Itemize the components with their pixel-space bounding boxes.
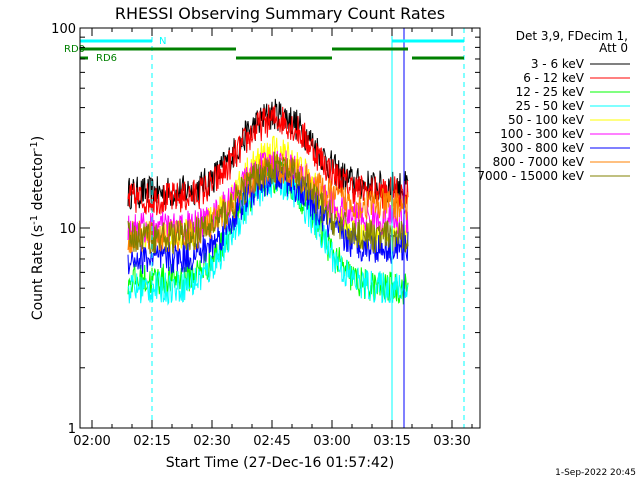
y-axis-label-sup1: -1 <box>29 215 40 225</box>
x-tick-label-6: 03:15 <box>373 434 410 449</box>
bar-label-n: N <box>159 36 166 47</box>
x-tick-label-7: 03:30 <box>433 434 470 449</box>
plot-area <box>79 28 465 428</box>
legend-label-3: 12 - 25 keV <box>516 85 585 99</box>
chart-title: RHESSI Observing Summary Count Rates <box>115 4 445 23</box>
y-axis-label-sup2: -1 <box>29 141 40 151</box>
attenuator-bars: N RD0 RD6 <box>64 36 464 64</box>
x-tick-label-2: 02:15 <box>133 434 170 449</box>
y-axis-label-main: Count Rate (s <box>30 225 46 320</box>
x-tick-label-1: 02:00 <box>73 434 110 449</box>
legend-title-line-2: Att 0 <box>599 41 628 55</box>
legend-label-8: 800 - 7000 keV <box>493 155 585 169</box>
legend-label-5: 50 - 100 keV <box>508 113 585 127</box>
legend-label-1: 3 - 6 keV <box>531 57 585 71</box>
y-axis-label: Count Rate (s-1 detector-1) <box>29 136 46 320</box>
x-tick-label-5: 03:00 <box>313 434 350 449</box>
x-axis-label: Start Time (27-Dec-16 01:57:42) <box>166 455 394 471</box>
y-tick-label-2: 10 <box>59 222 76 237</box>
legend-title-line-1: Det 3,9, FDecim 1, <box>516 29 628 43</box>
legend-label-4: 25 - 50 keV <box>516 99 585 113</box>
series-line-7 <box>127 160 409 275</box>
axes: 02:00 02:15 02:30 02:45 03:00 03:15 03:30 1 10 10… <box>51 22 481 449</box>
bar-label-rd6: RD6 <box>96 53 117 64</box>
y-tick-label-1: 1 <box>68 422 76 437</box>
y-axis-label-mid: detector <box>30 151 46 215</box>
series-line-9 <box>127 151 409 255</box>
x-tick-label-4: 02:45 <box>253 434 290 449</box>
legend-label-2: 6 - 12 keV <box>523 71 585 85</box>
legend-label-6: 100 - 300 keV <box>500 127 584 141</box>
y-axis-label-end: ) <box>30 136 46 141</box>
legend-label-7: 300 - 800 keV <box>500 141 584 155</box>
y-tick-label-3: 100 <box>51 22 76 37</box>
generation-timestamp: 1-Sep-2022 20:45 <box>555 468 636 478</box>
bar-label-rd0: RD0 <box>64 44 85 55</box>
legend-label-9: 7000 - 15000 keV <box>477 169 584 183</box>
series-line-2 <box>127 104 409 216</box>
x-tick-label-3: 02:30 <box>193 434 230 449</box>
